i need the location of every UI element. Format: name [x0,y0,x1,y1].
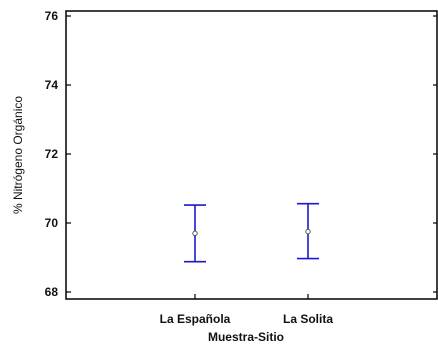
plot-frame [65,10,438,300]
y-tick-label: 76 [45,9,59,23]
interval-marks [184,202,319,263]
y-tick-label: 72 [45,147,59,161]
x-axis-ticks: La Española La Solita [160,294,333,326]
y-tick-label: 68 [45,285,59,299]
mean-point [305,228,311,235]
x-tick-label: La Solita [283,312,333,326]
x-tick-label: La Española [160,312,231,326]
y-tick-label: 70 [45,216,59,230]
y-axis-title: % Nitrógeno Orgánico [11,96,25,214]
y-axis-ticks: 68 70 72 74 76 [45,9,437,299]
y-tick-label: 74 [45,78,59,92]
mean-point [192,230,198,237]
x-axis-title: Muestra-Sitio [208,330,284,344]
